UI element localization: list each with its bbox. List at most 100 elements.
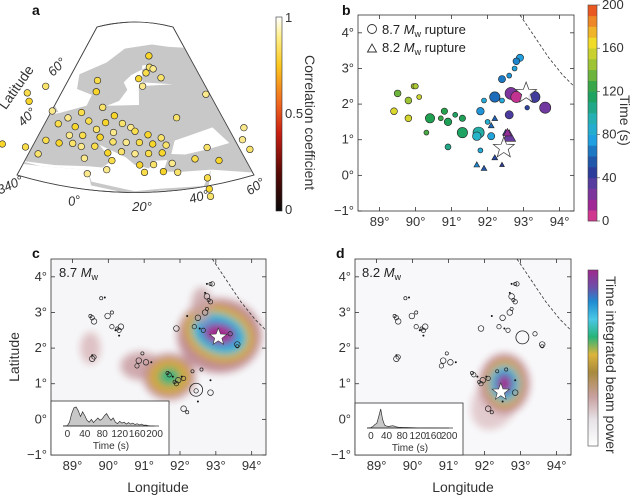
rupture-circle [404, 114, 413, 123]
aftershock-circle [512, 299, 518, 305]
colorbar-b-tick-label: 200 [602, 0, 624, 12]
panel-c-ticks: 89° 90° 91° 92° 93° 94° 4° 3° 2° 1° 0° −1° [27, 259, 266, 473]
aftershock-circle [90, 318, 98, 325]
trench-line [516, 258, 572, 331]
aftershock-circle [392, 314, 397, 318]
colorbar-b-segment [588, 145, 597, 157]
legend-item-circle: 8.7 Mw rupture [382, 22, 466, 39]
rupture-circle [440, 107, 448, 115]
aftershock-dot [186, 315, 189, 317]
aftershock-circle [88, 314, 93, 318]
y-tick-label: 4° [339, 269, 351, 284]
aftershock-circle [109, 324, 115, 330]
colorbar-a-label: Correlation coefficient [302, 55, 318, 190]
aftershock-circle [173, 325, 180, 332]
x-tick-label: 91° [439, 458, 459, 473]
aftershock-circle [532, 331, 538, 337]
station-marker [77, 142, 85, 151]
station-marker [83, 170, 91, 178]
station-marker [99, 103, 107, 111]
colorbar-b-segment [588, 59, 597, 71]
station-marker [69, 139, 77, 147]
station-marker [122, 138, 130, 146]
aftershock-dot [150, 361, 153, 364]
x-tick-label: 90° [406, 214, 426, 229]
colorbar-b-segment [588, 210, 597, 222]
rupture-triangle [473, 161, 481, 168]
colorbar-b-segment [588, 134, 597, 146]
aftershock-circle [447, 359, 454, 366]
aftershock-dot [209, 379, 212, 382]
aftershock-circle [142, 359, 150, 366]
rupture-circle [443, 117, 453, 126]
colorbar-b-segment [588, 156, 597, 168]
aftershock-circle [191, 324, 197, 330]
aftershock-dot [514, 379, 517, 382]
rupture-circle [539, 101, 552, 114]
aftershock-dot [408, 296, 410, 299]
aftershock-circle [506, 309, 513, 316]
colorbar-a-tick-0: 0 [285, 202, 292, 217]
colorbar-b-segment [588, 5, 597, 17]
y-tick-label: 4° [342, 25, 354, 40]
lon-tick-label: 20° [131, 199, 152, 214]
rupture-circle [481, 97, 487, 104]
epicenter-star-icon [491, 382, 511, 400]
inset-tick-label: 120 [409, 431, 426, 442]
aftershock-circle [471, 372, 477, 378]
station-marker [104, 149, 112, 157]
lat-tick-label: 60° [45, 55, 70, 80]
epicenter-star-icon [208, 327, 228, 345]
magnitude-annotation: 8.2 Mw [362, 265, 402, 282]
x-axis-label: Longitude [432, 479, 494, 495]
lon-tick-label: 0° [67, 192, 82, 209]
y-tick-label: 2° [339, 340, 351, 355]
inset-tick-label: 0 [368, 431, 374, 442]
aftershock-circle [408, 312, 416, 320]
aftershock-circle [199, 367, 204, 372]
aftershock-circle [499, 314, 506, 321]
colorbar-b: 200 160 120 80 40 0 [587, 0, 624, 228]
aftershock-circle [207, 299, 214, 305]
x-tick-label: 91° [134, 458, 154, 473]
aftershock-dot [476, 375, 479, 378]
aftershock-dot [198, 327, 201, 330]
aftershock-dot [204, 291, 207, 294]
inset-frame [50, 400, 170, 456]
inset-tick-label: 120 [111, 429, 128, 440]
station-marker [131, 150, 139, 158]
rupture-triangle [487, 121, 495, 129]
inset-x-label: Time (s) [392, 443, 428, 454]
x-tick-label: 89° [367, 458, 387, 473]
aftershock-circle [496, 324, 502, 330]
rupture-circle [452, 112, 459, 118]
aftershock-circle [89, 315, 95, 321]
y-tick-label: 0° [35, 411, 47, 426]
y-tick-label: 4° [35, 269, 47, 284]
aftershock-circle [511, 298, 516, 302]
station-marker [42, 82, 50, 90]
inset-tick-label: 160 [129, 429, 146, 440]
station-marker [240, 124, 248, 132]
y-tick-label: 3° [35, 304, 47, 319]
station-marker [202, 90, 210, 98]
aftershock-circle [505, 327, 511, 333]
aftershock-circle [104, 312, 111, 320]
aftershock-circle [181, 375, 187, 381]
panel-d-ticks: 89° 90° 91° 92° 93° 94° 4° 3° 2° 1° 0° −1° [331, 259, 571, 473]
y-axis-label: Latitude [0, 62, 37, 112]
heat-contour [80, 332, 101, 365]
station-marker [203, 174, 212, 182]
inset-area [62, 406, 155, 427]
aftershock-circle [116, 327, 122, 333]
trench-line [211, 258, 267, 331]
aftershock-markers [392, 281, 546, 415]
station-marker [145, 52, 153, 60]
colorbar-b-segment [588, 91, 597, 103]
y-tick-label: −1° [334, 203, 354, 218]
aftershock-circle [235, 344, 240, 349]
station-marker [101, 118, 110, 127]
colorbar-b-segment [588, 188, 597, 200]
